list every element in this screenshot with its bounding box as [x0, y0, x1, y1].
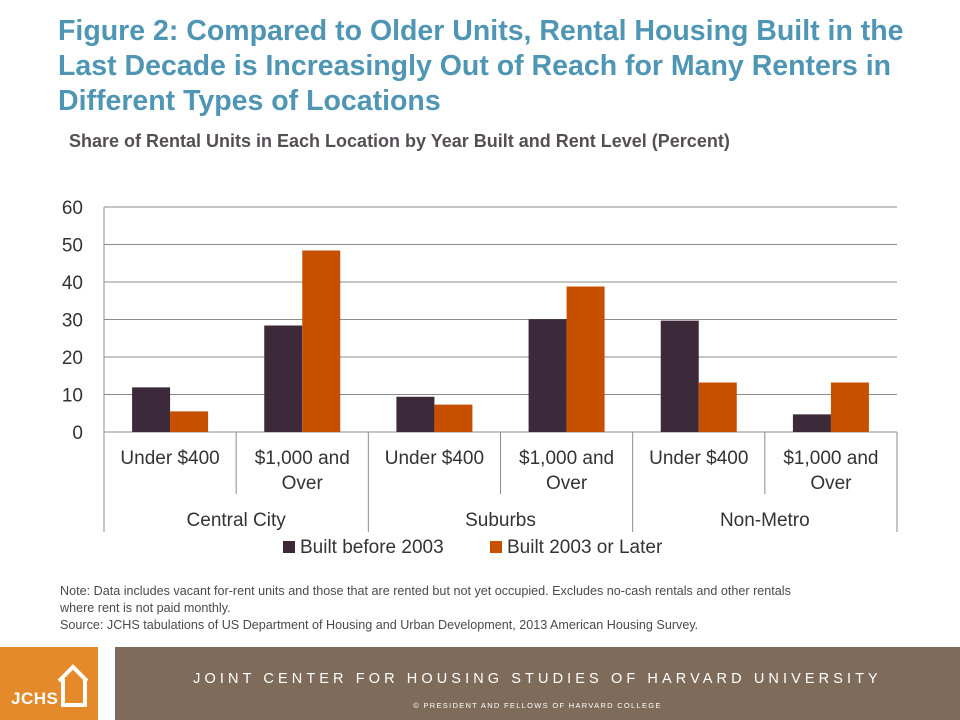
- y-tick-label: 30: [62, 311, 83, 332]
- category-label: Under $400: [385, 448, 484, 469]
- y-tick-label: 40: [62, 273, 83, 294]
- bar-before-2003: [132, 387, 171, 432]
- footer-copyright: © PRESIDENT AND FELLOWS OF HARVARD COLLE…: [413, 701, 662, 710]
- category-label: Over: [810, 473, 852, 494]
- legend-swatch: [490, 541, 502, 553]
- category-label: Over: [282, 473, 324, 494]
- category-label: $1,000 and: [255, 448, 350, 469]
- category-label: $1,000 and: [783, 448, 878, 469]
- legend-label: Built 2003 or Later: [507, 537, 663, 558]
- note-line-2: where rent is not paid monthly.: [60, 601, 231, 615]
- bar-before-2003: [396, 396, 435, 432]
- legend-label: Built before 2003: [300, 537, 444, 558]
- bar-before-2003: [264, 325, 303, 432]
- note-line-1: Note: Data includes vacant for-rent unit…: [60, 584, 791, 598]
- footer-band: JOINT CENTER FOR HOUSING STUDIES OF HARV…: [115, 647, 960, 720]
- group-label: Non-Metro: [720, 510, 810, 531]
- bar-before-2003: [660, 320, 699, 432]
- bar-2003-or-later: [830, 382, 869, 432]
- source-line: Source: JCHS tabulations of US Departmen…: [60, 618, 699, 632]
- logo-text: JCHS: [11, 689, 59, 708]
- bar-2003-or-later: [566, 286, 605, 432]
- y-tick-label: 10: [62, 386, 83, 407]
- y-tick-label: 20: [62, 348, 83, 369]
- jchs-logo[interactable]: JCHS: [0, 647, 98, 720]
- bar-2003-or-later: [170, 411, 209, 432]
- y-tick-label: 50: [62, 236, 83, 257]
- category-label: $1,000 and: [519, 448, 614, 469]
- bar-2003-or-later: [434, 404, 473, 432]
- group-label: Suburbs: [465, 510, 536, 531]
- footer-title: JOINT CENTER FOR HOUSING STUDIES OF HARV…: [193, 671, 882, 687]
- category-label: Over: [546, 473, 588, 494]
- bar-before-2003: [528, 319, 567, 432]
- chart-notes: Note: Data includes vacant for-rent unit…: [60, 583, 940, 634]
- group-label: Central City: [187, 510, 287, 531]
- y-tick-label: 60: [62, 198, 83, 219]
- y-tick-label: 0: [72, 423, 83, 444]
- legend-swatch: [283, 541, 295, 553]
- bar-before-2003: [792, 414, 831, 432]
- category-label: Under $400: [120, 448, 219, 469]
- figure-title: Figure 2: Compared to Older Units, Renta…: [58, 15, 904, 117]
- category-label: Under $400: [649, 448, 748, 469]
- bar-2003-or-later: [698, 382, 737, 432]
- bar-2003-or-later: [302, 250, 341, 432]
- chart-subtitle: Share of Rental Units in Each Location b…: [69, 131, 730, 151]
- house-icon: [57, 664, 89, 707]
